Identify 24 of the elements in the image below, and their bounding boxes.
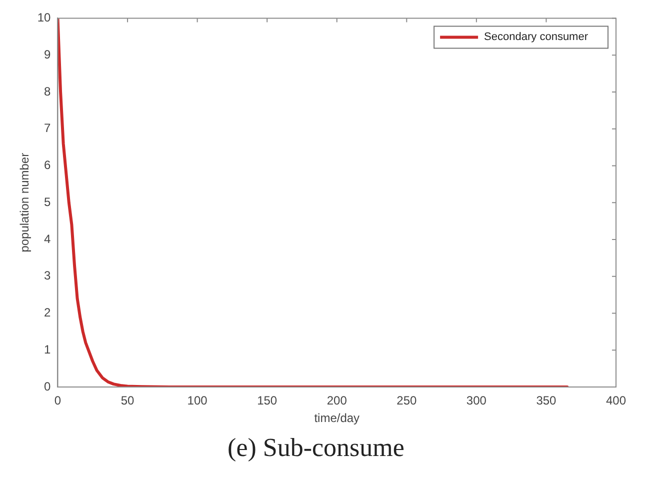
x-tick-label: 400 [606,394,626,408]
y-tick-label: 3 [44,268,52,283]
x-tick-label: 300 [466,394,487,408]
y-tick-label: 1 [44,342,52,356]
y-tick-label: 4 [44,232,52,246]
x-tick-label: 100 [187,394,208,408]
y-tick-label: 6 [44,158,52,172]
y-tick-label: 2 [44,306,52,320]
y-tick-label: 0 [44,379,52,394]
x-tick-label: 250 [396,394,417,408]
y-tick-label: 10 [37,10,52,25]
legend-label: Secondary consumer [484,31,588,44]
x-tick-label: 200 [326,394,348,408]
text: (e) Sub-consume [228,433,404,462]
x-tick-label: 0 [54,394,62,408]
x-axis-title: time/day [314,410,360,425]
x-tick-label: 350 [536,394,557,408]
x-tick-label: 150 [257,394,278,408]
y-axis-title: population number [18,152,32,252]
x-tick-label: 50 [120,394,135,408]
y-tick-label: 9 [44,47,52,62]
y-tick-label: 5 [44,194,52,209]
y-tick-label: 7 [44,121,52,136]
y-tick-label: 8 [44,84,52,98]
